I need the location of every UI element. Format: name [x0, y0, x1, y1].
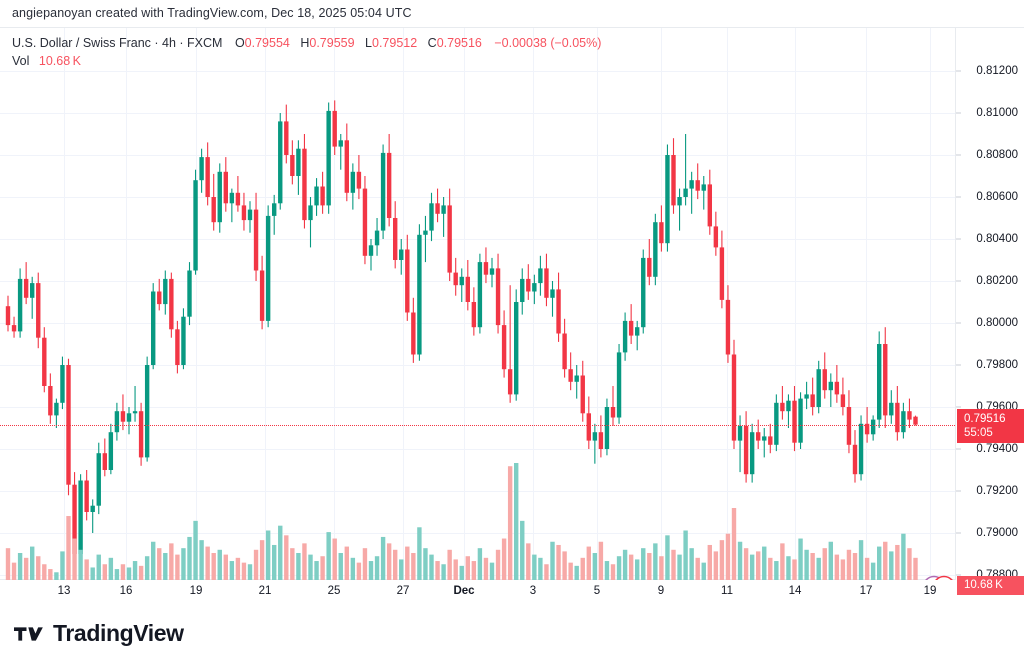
time-tick-label: 19 — [923, 585, 937, 597]
current-price-line — [0, 424, 955, 426]
price-tick-mark — [956, 574, 961, 576]
time-tick-label: 5 — [593, 585, 601, 597]
time-scale-axis[interactable]: 13 16 19 21 25 27 Dec 3 5 9 11 14 17 19 — [0, 580, 1024, 606]
price-tick-mark — [956, 448, 961, 450]
candlestick-series — [5, 100, 918, 580]
price-tick-mark — [956, 112, 961, 114]
chart-plot-area[interactable] — [0, 28, 955, 580]
price-tick-label: 0.79400 — [976, 443, 1018, 455]
time-tick-label: 27 — [396, 585, 410, 597]
time-tick-label: 17 — [859, 585, 873, 597]
price-tick-label: 0.80400 — [976, 233, 1018, 245]
tradingview-logo-icon — [14, 626, 43, 641]
price-tick-mark — [956, 70, 961, 72]
time-tick-label: 21 — [258, 585, 272, 597]
bar-countdown: 55:05 — [964, 426, 993, 439]
time-tick-label: 25 — [327, 585, 341, 597]
price-tick-mark — [956, 322, 961, 324]
current-price-badge: 0.79516 55:05 — [957, 408, 1024, 443]
time-tick-label: 13 — [57, 585, 71, 597]
time-tick-label: Dec — [453, 585, 475, 597]
price-tick-label: 0.79200 — [976, 485, 1018, 497]
volume-badge: 10.68 K — [957, 576, 1024, 595]
time-tick-label: 14 — [788, 585, 802, 597]
current-price-value: 0.79516 — [964, 412, 1006, 425]
price-tick-label: 0.79000 — [976, 527, 1018, 539]
price-tick-mark — [956, 196, 961, 198]
price-tick-label: 0.80600 — [976, 191, 1018, 203]
price-tick-mark — [956, 238, 961, 240]
price-tick-label: 0.81000 — [976, 107, 1018, 119]
price-tick-label: 0.80000 — [976, 317, 1018, 329]
attribution-text: angiepanoyan created with TradingView.co… — [12, 6, 412, 20]
tradingview-brand-text: TradingView — [53, 620, 184, 646]
price-tick-label: 0.79800 — [976, 359, 1018, 371]
price-tick-mark — [956, 280, 961, 282]
price-tick-label: 0.81200 — [976, 65, 1018, 77]
usd-chf-flags-icon — [922, 575, 956, 580]
price-tick-mark — [956, 364, 961, 366]
price-tick-mark — [956, 154, 961, 156]
time-tick-label: 3 — [529, 585, 537, 597]
time-tick-label: 16 — [119, 585, 133, 597]
price-tick-mark — [956, 406, 961, 408]
time-tick-label: 19 — [189, 585, 203, 597]
footer-bar: TradingView — [0, 606, 1024, 661]
price-tick-label: 0.80800 — [976, 149, 1018, 161]
price-tick-mark — [956, 490, 961, 492]
time-tick-label: 9 — [657, 585, 665, 597]
price-scale-axis[interactable]: 0.81200 0.81000 0.80800 0.80600 0.80400 0.802… — [955, 28, 1024, 595]
price-tick-label: 0.80200 — [976, 275, 1018, 287]
time-tick-label: 11 — [721, 585, 733, 597]
price-tick-mark — [956, 532, 961, 534]
chart-frame: 0.81200 0.81000 0.80800 0.80600 0.80400 0.802… — [0, 27, 1024, 595]
tradingview-logo: TradingView — [14, 620, 184, 647]
